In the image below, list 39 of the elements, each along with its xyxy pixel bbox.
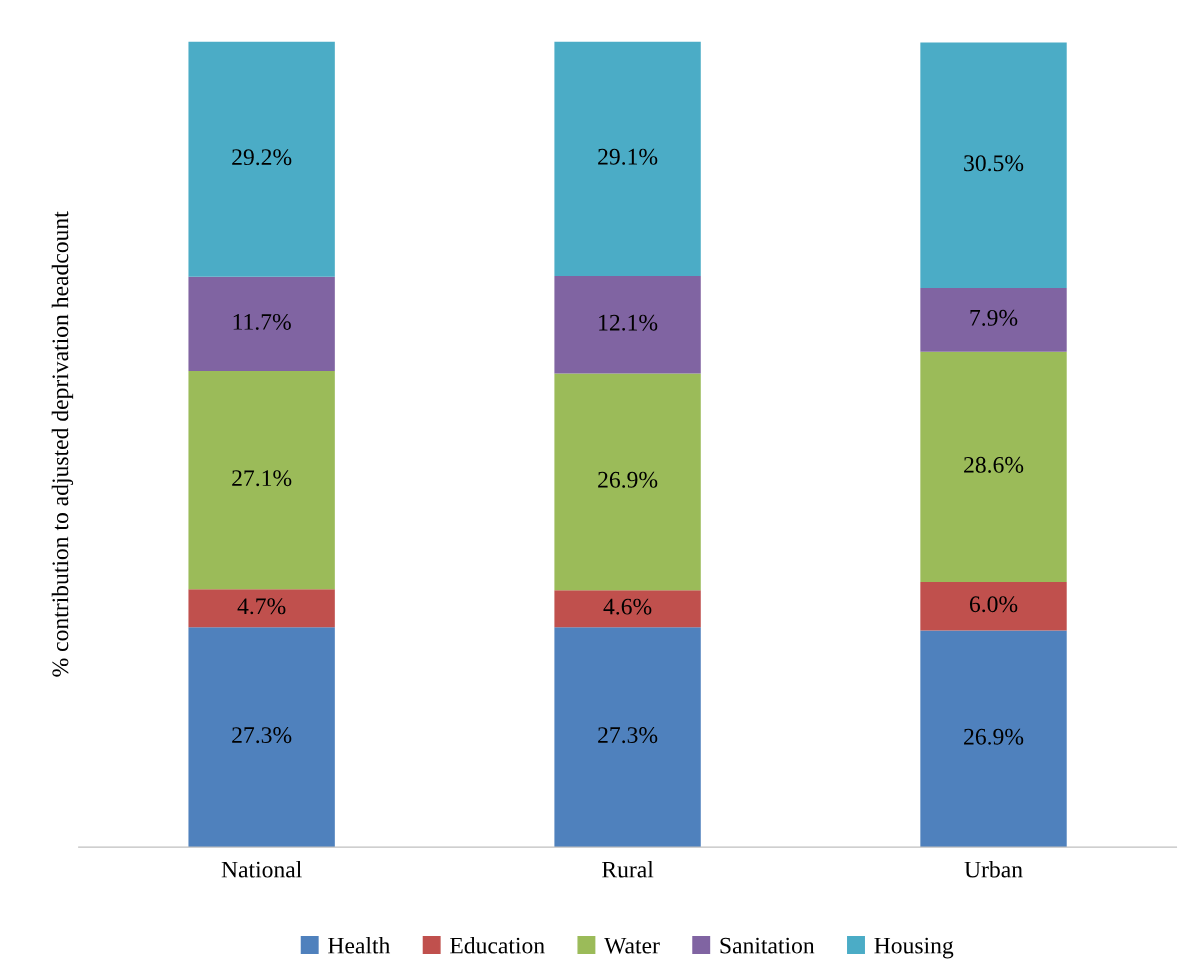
data-label: 7.9% [970, 309, 1018, 326]
data-label: 26.9% [598, 471, 658, 488]
x-tick-label: Urban [964, 860, 1023, 878]
bar [554, 627, 701, 848]
bar [188, 276, 335, 372]
bar [920, 288, 1067, 352]
legend-label: Water [604, 937, 660, 954]
data-label: 12.1% [599, 314, 658, 331]
y-axis-title: % contribution to adjusted deprivation headcount [51, 211, 74, 677]
data-label: 11.7% [233, 313, 291, 330]
data-label: 4.7% [237, 598, 286, 615]
data-label: 28.6% [964, 456, 1024, 473]
legend-label: Housing [874, 937, 954, 959]
bar [554, 275, 701, 374]
data-label: 6.0% [969, 596, 1018, 613]
legend-label: Health [328, 936, 391, 954]
x-tick-label: National [221, 860, 302, 878]
bar [188, 371, 335, 590]
bar [554, 373, 701, 591]
legend-label: Education [450, 936, 545, 954]
bar [920, 351, 1067, 583]
bar [188, 589, 335, 628]
bar [554, 41, 701, 276]
bar [920, 630, 1067, 848]
data-label: 29.1% [598, 148, 658, 165]
bar [188, 627, 335, 848]
data-label: 27.3% [232, 727, 292, 744]
x-tick-label: Rural [602, 860, 654, 878]
bar [920, 42, 1067, 289]
data-label: 30.5% [964, 155, 1024, 172]
bar [554, 590, 701, 628]
data-label: 27.1% [232, 470, 292, 487]
bar [920, 582, 1067, 631]
data-label: 4.6% [603, 598, 652, 615]
data-label: 26.9% [964, 728, 1024, 745]
bar [188, 41, 335, 277]
data-label: 27.3% [598, 727, 658, 744]
legend-label: Sanitation [720, 937, 815, 954]
data-label: 29.2% [232, 149, 292, 166]
